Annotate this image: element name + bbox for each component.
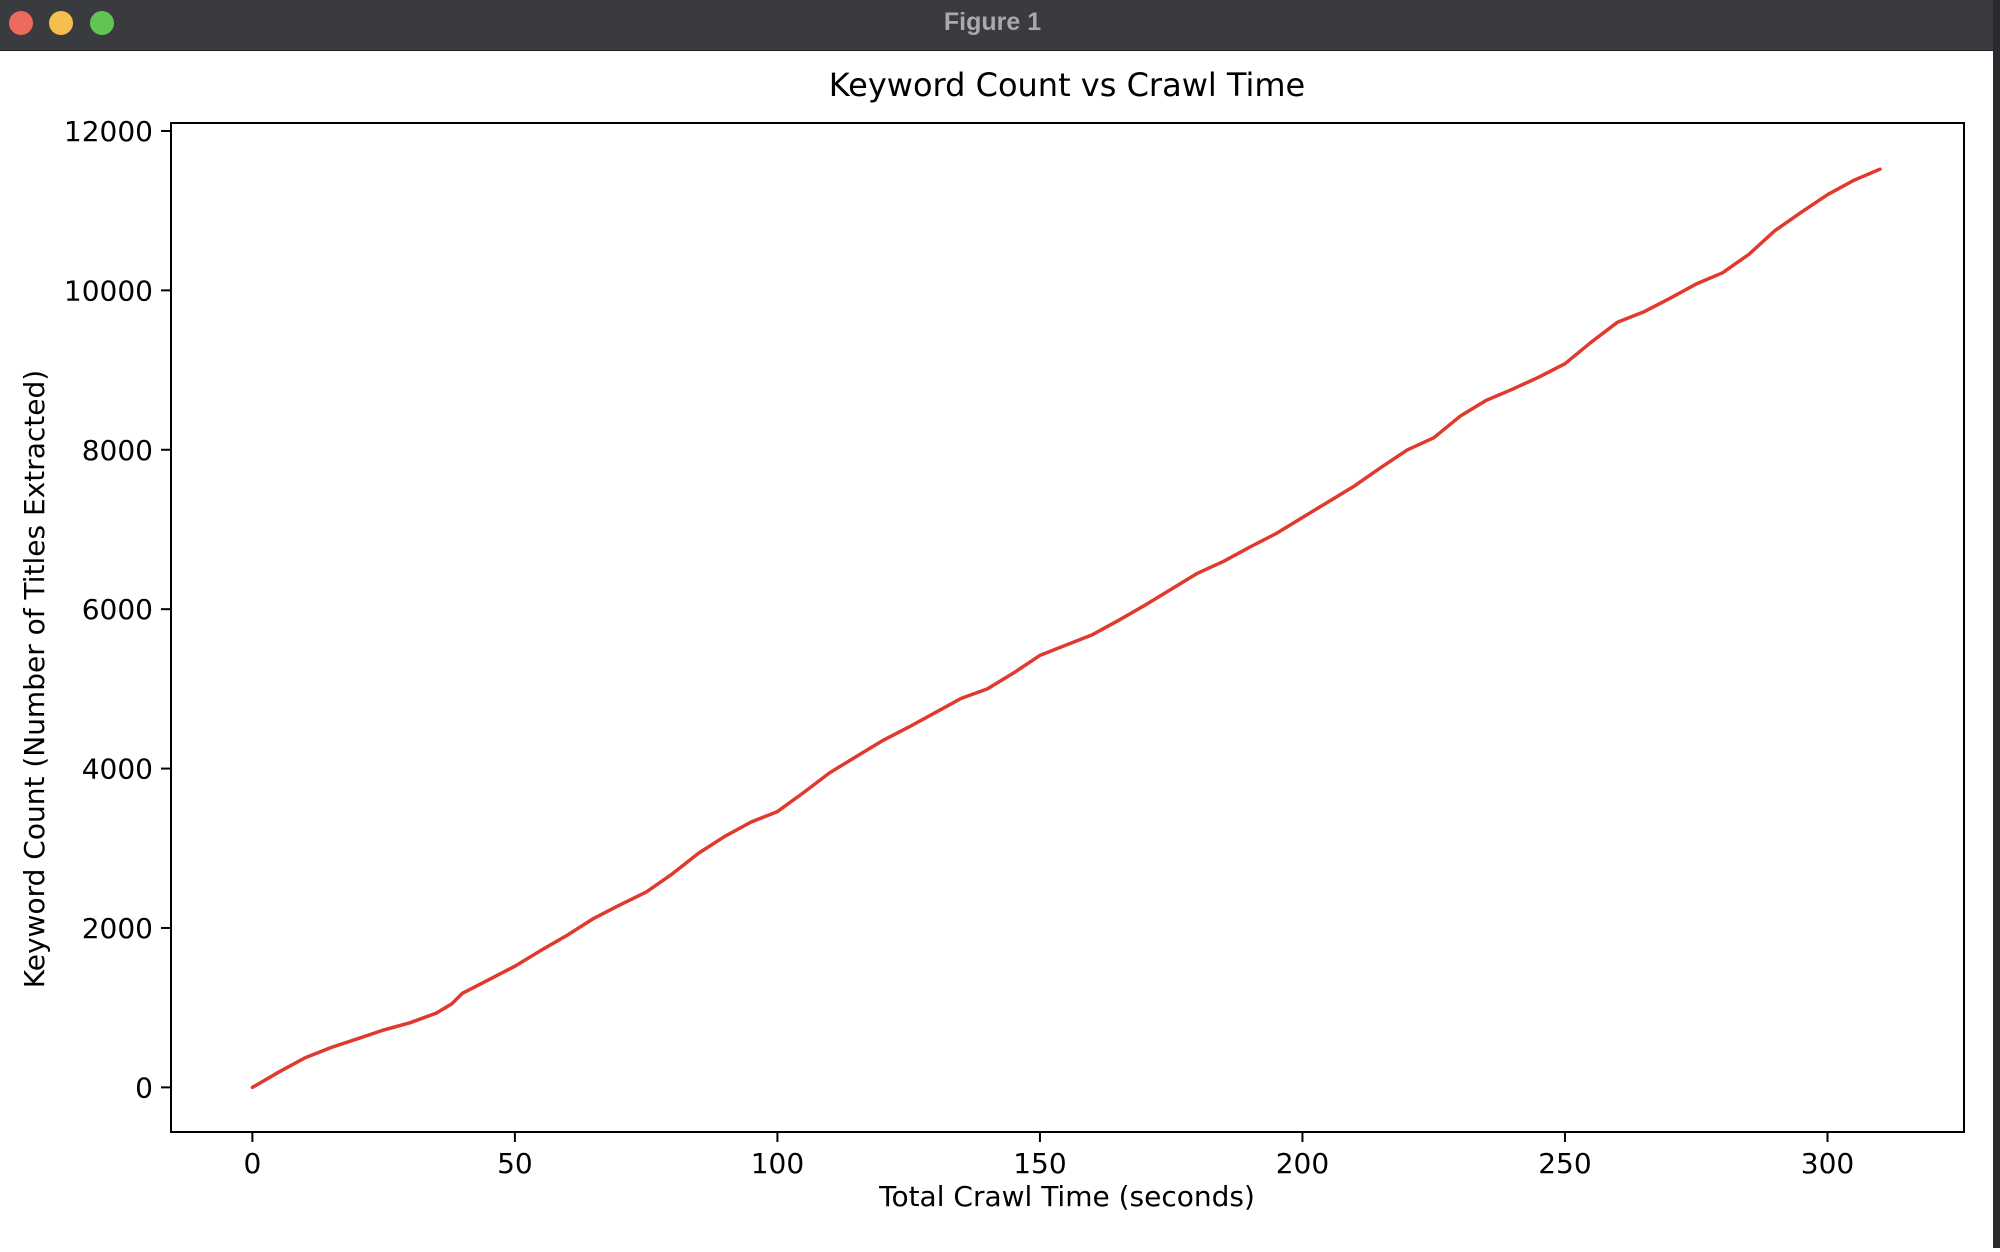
y-axis: 0 2000 4000 6000 8000 10000 12000 (64, 115, 171, 1104)
y-tick-label: 8000 (82, 434, 153, 467)
x-tick-label: 150 (1013, 1147, 1066, 1180)
series-line (250, 167, 1882, 1090)
figure-canvas: Keyword Count vs Crawl Time 0 50 100 150 200… (0, 51, 1993, 1248)
x-axis: 0 50 100 150 200 250 300 (243, 1132, 1854, 1180)
window-edge (1993, 0, 2000, 1248)
y-tick-label: 10000 (64, 274, 153, 307)
x-axis-label: Total Crawl Time (seconds) (878, 1180, 1255, 1213)
y-tick-label: 4000 (82, 753, 153, 786)
window-titlebar[interactable]: Figure 1 (0, 0, 2000, 51)
zoom-window-button[interactable] (90, 11, 114, 35)
plot-frame (170, 122, 1965, 1133)
y-tick-label: 0 (135, 1071, 153, 1104)
x-tick-label: 200 (1276, 1147, 1329, 1180)
close-window-button[interactable] (9, 11, 33, 35)
x-tick-label: 100 (751, 1147, 804, 1180)
minimize-window-button[interactable] (49, 11, 73, 35)
x-tick-label: 300 (1801, 1147, 1854, 1180)
y-tick-label: 6000 (82, 593, 153, 626)
y-tick-label: 2000 (82, 912, 153, 945)
line-chart: Keyword Count vs Crawl Time 0 50 100 150 200… (18, 66, 1965, 1213)
window-title: Figure 1 (943, 8, 1042, 36)
y-axis-label: Keyword Count (Number of Titles Extracte… (18, 370, 51, 988)
x-tick-label: 0 (243, 1147, 261, 1180)
chart-title: Keyword Count vs Crawl Time (829, 66, 1305, 104)
x-tick-label: 50 (497, 1147, 533, 1180)
x-tick-label: 250 (1538, 1147, 1591, 1180)
axes: 0 50 100 150 200 250 300 0 2000 4000 6000 8000 1000… (64, 115, 1965, 1180)
y-tick-label: 12000 (64, 115, 153, 148)
